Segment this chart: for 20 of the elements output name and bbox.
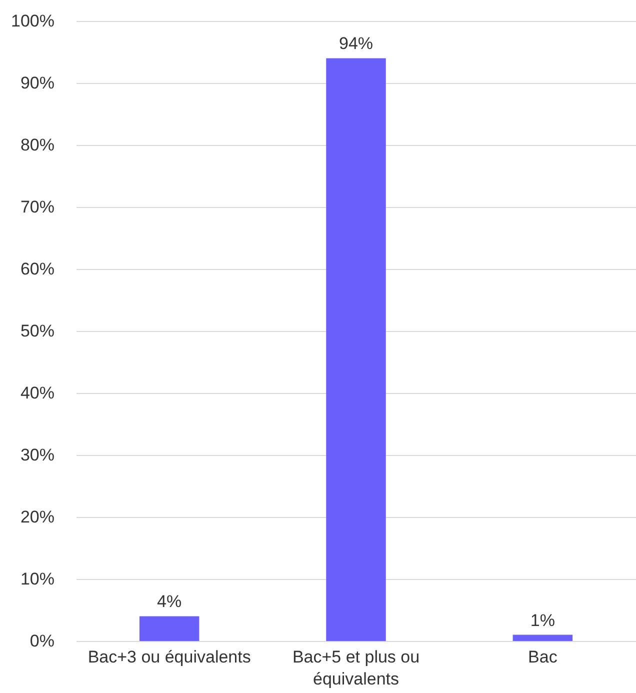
- data-label: 94%: [338, 34, 374, 54]
- bar: [139, 616, 200, 641]
- y-tick-label: 30%: [20, 446, 54, 464]
- bar: [512, 634, 573, 641]
- data-label: 1%: [530, 610, 555, 630]
- data-label: 4%: [157, 592, 182, 612]
- y-tick-label: 80%: [20, 136, 54, 154]
- y-tick-label: 10%: [20, 570, 54, 588]
- y-tick-label: 60%: [20, 260, 54, 278]
- y-tick-label: 90%: [20, 74, 54, 92]
- y-tick-label: 40%: [20, 384, 54, 402]
- y-tick-label: 20%: [20, 508, 54, 526]
- y-tick-label: 100%: [11, 12, 54, 30]
- y-tick-label: 70%: [20, 198, 54, 216]
- y-tick-label: 0%: [30, 632, 54, 650]
- bar: [326, 58, 386, 641]
- x-tick-label: Bac+3 ou équivalents: [88, 648, 251, 666]
- x-tick-label: Bac: [528, 648, 558, 666]
- x-tick-label: Bac+5 et plus ou équivalents: [292, 648, 420, 688]
- y-tick-label: 50%: [20, 322, 54, 340]
